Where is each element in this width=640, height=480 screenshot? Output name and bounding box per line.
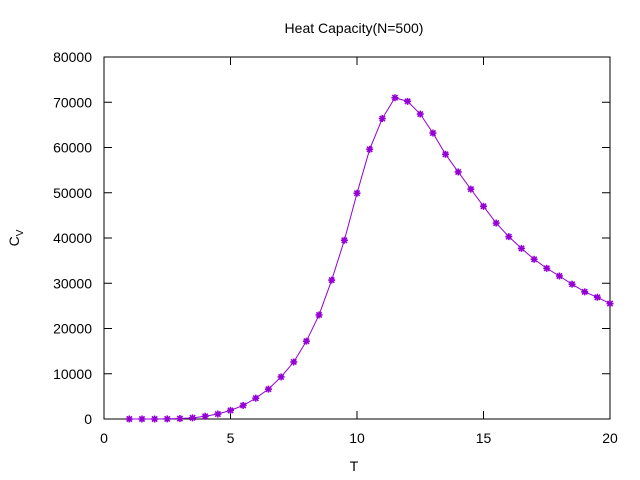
data-point [606, 300, 614, 308]
data-point [555, 272, 563, 280]
data-point [239, 401, 247, 409]
data-point [353, 189, 361, 197]
data-point [151, 415, 159, 423]
y-axis: 0 10000 20000 30000 40000 50000 60000 70000 8000… [53, 49, 610, 427]
y-tick-label: 70000 [53, 94, 92, 110]
y-tick-label: 40000 [53, 230, 92, 246]
x-tick-label: 10 [349, 430, 365, 446]
y-tick-label: 30000 [53, 275, 92, 291]
data-point [264, 385, 272, 393]
data-point [302, 337, 310, 345]
data-point [176, 415, 184, 423]
x-axis: 0 5 10 15 20 [100, 57, 618, 446]
y-tick-label: 50000 [53, 185, 92, 201]
data-point [581, 288, 589, 296]
x-axis-label: T [350, 458, 359, 474]
chart-title: Heat Capacity(N=500) [285, 20, 424, 36]
data-point [277, 373, 285, 381]
data-point [429, 129, 437, 137]
series-layer [125, 94, 614, 423]
y-tick-label: 20000 [53, 321, 92, 337]
data-point [404, 97, 412, 105]
x-tick-label: 20 [602, 430, 618, 446]
y-tick-label: 60000 [53, 140, 92, 156]
data-point [568, 280, 576, 288]
data-point [517, 244, 525, 252]
data-point [366, 145, 374, 153]
y-tick-label: 10000 [53, 366, 92, 382]
data-point [378, 115, 386, 123]
data-point [252, 394, 260, 402]
y-tick-label: 80000 [53, 49, 92, 65]
data-point [125, 415, 133, 423]
x-tick-label: 0 [100, 430, 108, 446]
data-point [138, 415, 146, 423]
data-point [163, 415, 171, 423]
x-tick-label: 5 [227, 430, 235, 446]
data-point [201, 412, 209, 420]
data-point [593, 293, 601, 301]
y-axis-label-subscript: V [15, 229, 26, 236]
y-tick-label: 0 [84, 411, 92, 427]
y-axis-label-main: C [6, 236, 22, 246]
plot-area [103, 56, 611, 420]
data-point [442, 150, 450, 158]
data-point [492, 219, 500, 227]
data-point [467, 185, 475, 193]
data-point [214, 410, 222, 418]
data-point [416, 110, 424, 118]
data-point [340, 236, 348, 244]
data-point [480, 202, 487, 210]
data-point [454, 168, 462, 176]
data-point [189, 414, 197, 422]
x-tick-label: 15 [476, 430, 492, 446]
data-point [290, 358, 298, 366]
y-axis-label: CV [6, 229, 26, 246]
data-point [315, 311, 323, 319]
data-point [530, 255, 538, 263]
data-point [543, 264, 551, 272]
data-point [328, 276, 336, 284]
data-point [505, 233, 513, 241]
data-point [391, 94, 399, 102]
data-point [227, 406, 234, 414]
plot-frame [103, 56, 611, 420]
